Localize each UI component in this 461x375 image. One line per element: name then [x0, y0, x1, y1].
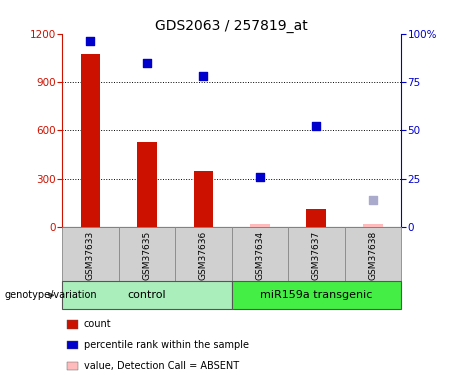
Bar: [62, 227, 118, 281]
Text: GSM37634: GSM37634: [255, 231, 265, 280]
Title: GDS2063 / 257819_at: GDS2063 / 257819_at: [155, 19, 308, 33]
Text: miR159a transgenic: miR159a transgenic: [260, 290, 372, 300]
Bar: [137, 142, 157, 227]
Bar: [194, 171, 213, 227]
Text: GSM37633: GSM37633: [86, 231, 95, 280]
Point: [313, 123, 320, 129]
Bar: [363, 225, 383, 227]
Text: GSM37636: GSM37636: [199, 231, 208, 280]
Text: GSM37635: GSM37635: [142, 231, 152, 280]
Text: GSM37638: GSM37638: [368, 231, 378, 280]
Point: [87, 39, 94, 45]
Text: GSM37637: GSM37637: [312, 231, 321, 280]
Text: value, Detection Call = ABSENT: value, Detection Call = ABSENT: [84, 361, 239, 370]
Text: count: count: [84, 320, 112, 329]
Text: genotype/variation: genotype/variation: [5, 290, 97, 300]
Bar: [175, 227, 231, 281]
Bar: [307, 209, 326, 227]
Bar: [62, 281, 231, 309]
Bar: [118, 227, 175, 281]
Bar: [344, 227, 401, 281]
Bar: [231, 281, 401, 309]
Point: [256, 174, 264, 180]
Text: percentile rank within the sample: percentile rank within the sample: [84, 340, 249, 350]
Point: [143, 60, 151, 66]
Point: [200, 73, 207, 79]
Bar: [81, 54, 100, 227]
Bar: [231, 227, 288, 281]
Bar: [250, 224, 270, 227]
Point: [369, 197, 377, 203]
Bar: [288, 227, 344, 281]
Text: control: control: [128, 290, 166, 300]
